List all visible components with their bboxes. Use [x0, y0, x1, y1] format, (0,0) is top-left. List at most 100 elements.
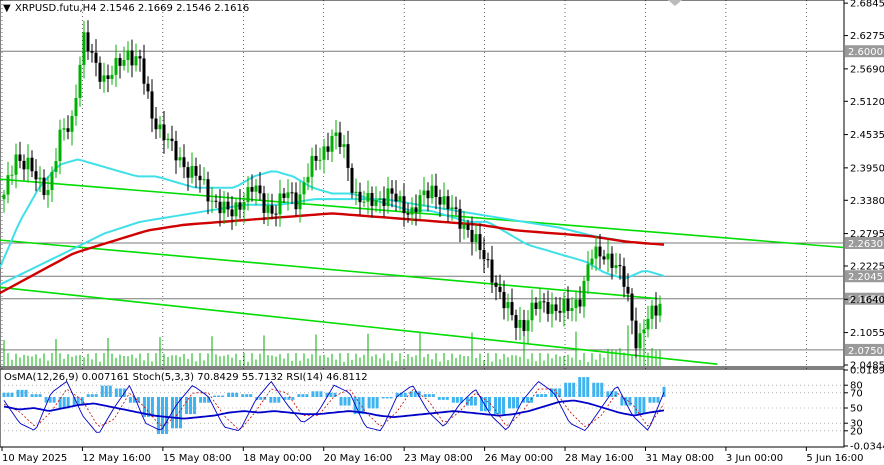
candle-body	[634, 320, 638, 349]
osma-bar	[94, 394, 98, 397]
osma-bar	[164, 396, 168, 435]
candle-body	[542, 301, 546, 303]
osma-bar	[431, 394, 435, 397]
osma-bar	[638, 396, 642, 415]
candle-body	[14, 154, 18, 175]
osma-bar	[6, 392, 10, 397]
osma-bar	[235, 392, 239, 397]
candle-body	[302, 182, 306, 195]
candle-body	[358, 191, 362, 203]
candle-body	[466, 224, 470, 230]
osma-bar	[568, 382, 572, 397]
osma-bar	[241, 394, 245, 397]
candle-body	[586, 264, 590, 281]
osma-bar	[30, 394, 34, 397]
osma-bar	[642, 396, 646, 415]
candle-body	[198, 175, 202, 181]
osma-bar	[508, 396, 512, 409]
osma-bar	[213, 395, 217, 397]
candle-body	[394, 193, 398, 202]
candles	[2, 20, 662, 358]
osma-bar	[58, 396, 62, 409]
osma-bar	[530, 396, 534, 403]
level-label: 2.1650	[848, 295, 883, 306]
candle-body	[354, 191, 358, 193]
time-tick-label: 26 May 00:00	[485, 453, 554, 464]
osma-bar	[441, 396, 445, 400]
osma-bar	[34, 394, 38, 397]
osma-bar	[656, 396, 660, 403]
osma-bar	[614, 391, 618, 397]
candle-body	[38, 177, 42, 180]
candle-body	[530, 302, 534, 321]
indicator-tick-label: 80	[850, 381, 863, 392]
osma-bar	[516, 396, 520, 409]
candle-body	[306, 176, 310, 183]
osma-bar	[465, 396, 469, 406]
candle-body	[134, 56, 138, 66]
osma-bar	[273, 396, 277, 403]
osma-bar	[319, 391, 323, 397]
candle-body	[606, 253, 610, 260]
osma-bar	[269, 396, 273, 403]
osma-bar	[136, 396, 140, 403]
candle-body	[298, 194, 302, 210]
osma-bar	[469, 396, 473, 406]
candle-body	[210, 200, 214, 202]
candle-body	[650, 305, 654, 319]
candle-body	[350, 167, 354, 193]
osma-bar	[596, 382, 600, 397]
rsi-line	[3, 399, 665, 420]
candle-body	[494, 282, 498, 287]
osma-bar	[311, 391, 315, 397]
indicator-header: OsMA(12,26,9) 0.007161 Stoch(5,3,3) 70.8…	[4, 372, 368, 383]
trend-line	[0, 239, 659, 300]
chart-shift-icon[interactable]	[668, 0, 682, 6]
candle-body	[602, 256, 606, 260]
osma-bar	[90, 394, 94, 397]
osma-bar	[72, 396, 76, 406]
candle-body	[62, 128, 66, 130]
candle-body	[518, 319, 522, 328]
candle-body	[382, 198, 386, 207]
osma-bar	[512, 396, 516, 409]
osma-bar	[231, 392, 235, 397]
candle-body	[454, 207, 458, 209]
candle-body	[534, 302, 538, 310]
chart-dropdown-icon[interactable]: ▼	[3, 3, 11, 14]
candle-body	[594, 246, 598, 259]
osma-bar	[249, 394, 253, 397]
osma-bar	[20, 389, 24, 397]
osma-bar	[459, 396, 463, 403]
candle-body	[250, 186, 254, 192]
osma-bar	[357, 396, 361, 415]
osma-bar	[493, 396, 497, 415]
candle-body	[642, 329, 646, 334]
osma-bar	[259, 396, 263, 400]
candle-body	[226, 201, 230, 210]
osma-bar	[2, 392, 6, 397]
symbol-header: XRPUSD.futu,H4 2.1546 2.1669 2.1546 2.16…	[15, 3, 249, 14]
candle-body	[422, 190, 426, 196]
osma-bar	[586, 377, 590, 397]
candle-body	[150, 91, 154, 119]
candle-body	[102, 75, 106, 82]
candle-body	[278, 193, 282, 215]
price-tick-label: 2.1640	[850, 295, 884, 306]
candle-body	[654, 305, 658, 316]
candle-body	[242, 201, 246, 210]
candle-body	[130, 50, 134, 66]
main-plot-area[interactable]	[0, 0, 845, 368]
price-tick-label: 2.3380	[850, 196, 884, 207]
candle-body	[314, 155, 318, 161]
candle-body	[22, 160, 26, 170]
candle-body	[294, 192, 298, 210]
levels: 2.6000 2.2630 2.2045 2.1650 2.0750	[0, 45, 884, 357]
osma-bar	[497, 396, 501, 415]
osma-bar	[572, 382, 576, 397]
candle-body	[138, 56, 142, 59]
indicator-tick-label: 20	[850, 426, 863, 437]
osma-bar	[203, 396, 207, 403]
